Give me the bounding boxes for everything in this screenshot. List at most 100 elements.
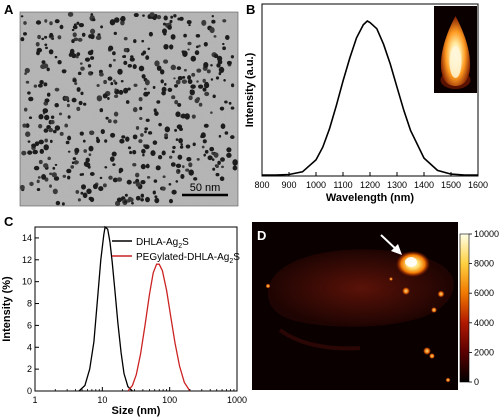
nanoparticle [29, 181, 34, 187]
inset-emission-photo [434, 6, 477, 93]
nanoparticle [141, 74, 146, 79]
nanoparticle [132, 134, 138, 140]
nanoparticle [164, 82, 167, 86]
nanoparticle [66, 168, 72, 174]
nanoparticle [42, 108, 49, 114]
mouse-tail [278, 328, 361, 351]
nanoparticle [54, 87, 60, 92]
nanoparticle [191, 114, 196, 119]
nanoparticle [107, 119, 112, 124]
nanoparticle [230, 55, 234, 59]
nanoparticle [184, 113, 190, 120]
nanoparticle [174, 128, 178, 132]
nanoparticle [201, 19, 207, 26]
nanoparticle [90, 71, 94, 75]
nanoparticle [140, 52, 145, 56]
nanoparticle [37, 34, 41, 40]
nanoparticle [216, 63, 221, 68]
nanoparticle [116, 197, 123, 203]
signal-dot [431, 307, 437, 313]
nanoparticle [48, 127, 54, 133]
nanoparticle [204, 149, 209, 154]
nanoparticle [69, 48, 75, 55]
nanoparticle [144, 79, 150, 86]
nanoparticle [131, 201, 134, 205]
nanoparticle [90, 33, 95, 40]
nanoparticle [164, 126, 171, 133]
nanoparticle [54, 55, 58, 59]
nanoparticle [132, 181, 137, 184]
nanoparticle [88, 196, 93, 201]
nanoparticle [129, 197, 134, 203]
nanoparticle [172, 145, 176, 150]
nanoparticle [215, 164, 219, 168]
nanoparticle [190, 55, 197, 62]
nanoparticle [143, 87, 147, 91]
nanoparticle [221, 165, 224, 169]
nanoparticle [54, 19, 60, 24]
panel-c: C 1 10 100 1000 0 2 4 6 8 10 12 14 Size (nm) Inten… [1, 214, 247, 417]
nanoparticle [105, 116, 109, 120]
nanoparticle [195, 33, 201, 38]
nanoparticle [76, 21, 80, 25]
nanoparticle [127, 198, 131, 203]
nanoparticle [130, 55, 134, 59]
nanoparticle [187, 79, 193, 85]
nanoparticle [127, 63, 132, 68]
nanoparticle [153, 108, 157, 113]
nanoparticle [133, 83, 138, 87]
nanoparticle [99, 176, 103, 180]
nanoparticle [138, 139, 143, 144]
nanoparticle [63, 95, 70, 101]
nanoparticle [140, 163, 146, 170]
nanoparticle [178, 137, 183, 144]
nanoparticle [188, 24, 191, 27]
nanoparticle [132, 162, 137, 167]
nanoparticle [196, 80, 199, 83]
nanoparticle [45, 46, 48, 50]
nanoparticle [155, 165, 161, 171]
nanoparticle [80, 91, 84, 96]
nanoparticle [110, 81, 114, 86]
nanoparticle [177, 102, 182, 107]
colorbar-tick-label: 8000 [474, 259, 494, 269]
nanoparticle [74, 160, 79, 165]
nanoparticle [112, 163, 116, 166]
x-tick-label: 1400 [414, 180, 434, 190]
nanoparticle [162, 175, 166, 179]
nanoparticle [87, 64, 92, 68]
panel-b: B 800 900 1000 1100 1200 1300 1400 1500 1600 Wav… [244, 2, 488, 204]
nanoparticle [177, 169, 181, 172]
nanoparticle [24, 72, 27, 75]
nanoparticle [140, 179, 146, 185]
nanoparticle [186, 157, 192, 162]
nanoparticle [232, 165, 238, 171]
panel-a: A 50 nm [4, 2, 239, 207]
nanoparticle [27, 150, 33, 155]
nanoparticle [226, 147, 232, 153]
nanoparticle [44, 43, 48, 47]
tem-image-border [19, 11, 239, 207]
nanoparticle [226, 152, 232, 158]
nanoparticle [201, 145, 205, 149]
nanoparticle [203, 123, 209, 128]
nanoparticle [163, 43, 169, 50]
nanoparticle [77, 37, 83, 42]
nanoparticle [22, 123, 27, 128]
nanoparticle [210, 111, 213, 114]
nanoparticle [170, 64, 176, 71]
panel-b-x-axis-label: Wavelength (nm) [326, 192, 415, 204]
nanoparticle [50, 119, 55, 125]
nanoparticle [126, 179, 132, 185]
nanoparticle [132, 150, 137, 155]
nanoparticle [133, 12, 139, 18]
nanoparticle [27, 140, 31, 143]
nanoparticle [123, 48, 128, 53]
nanoparticle [81, 184, 86, 190]
nanoparticle [230, 106, 235, 110]
nanoparticle [54, 163, 58, 166]
nanoparticle [59, 131, 64, 136]
nanoparticle [200, 132, 206, 139]
nanoparticle [181, 50, 185, 54]
nanoparticle [117, 68, 123, 75]
